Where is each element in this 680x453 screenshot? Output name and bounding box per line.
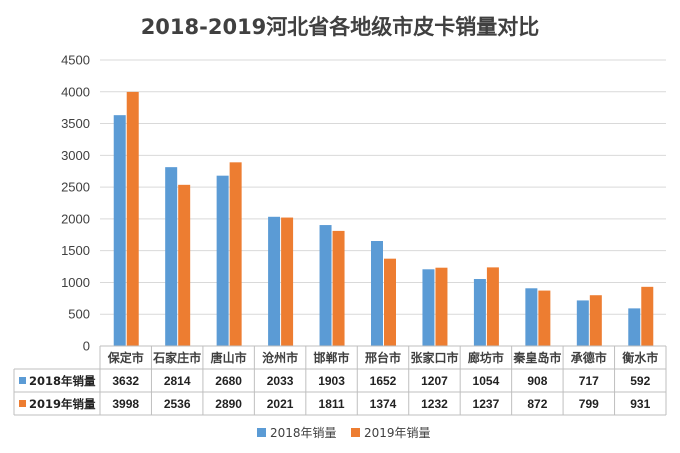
table-series-label: 2019年销量 (29, 397, 96, 411)
bar-2 (229, 162, 242, 346)
bar-2 (178, 184, 191, 346)
x-tick-label: 秦皇岛市 (512, 350, 561, 365)
bar-1 (525, 288, 538, 346)
y-tick-label: 1500 (61, 243, 90, 258)
legend: 2018年销量 2019年销量 (257, 426, 431, 440)
x-tick-label: 邯郸市 (314, 350, 350, 365)
table-series-swatch (19, 377, 26, 384)
bar-1 (165, 167, 178, 346)
bar-2 (332, 230, 345, 346)
bar-1 (473, 279, 486, 346)
gridlines (100, 59, 666, 315)
data-label: 1374 (370, 397, 397, 411)
y-tick-label: 4000 (61, 84, 90, 99)
x-tick-label: 唐山市 (211, 350, 247, 365)
data-label: 3998 (112, 397, 139, 411)
data-label: 2680 (215, 374, 242, 388)
bar-2 (641, 286, 654, 346)
bar-1 (319, 225, 332, 346)
bar-2 (538, 290, 551, 346)
bar-2 (435, 267, 448, 346)
x-tick-label: 承德市 (571, 350, 607, 365)
data-label: 717 (579, 374, 599, 388)
data-label: 1237 (473, 397, 500, 411)
y-tick-label: 0 (83, 339, 90, 354)
legend-swatch (351, 428, 360, 437)
x-tick-label: 廊坊市 (468, 350, 504, 365)
x-tick-label: 石家庄市 (152, 350, 201, 365)
data-label: 931 (630, 397, 650, 411)
bar-1 (422, 269, 435, 346)
x-tick-label: 邢台市 (365, 350, 401, 365)
legend-entry: 2019年销量 (364, 426, 431, 440)
data-label: 1652 (370, 374, 397, 388)
y-tick-label: 2000 (61, 211, 90, 226)
data-label: 3632 (112, 374, 139, 388)
data-label: 2536 (164, 397, 191, 411)
data-table: 保定市 石家庄市 唐山市 沧州市 邯郸市 邢台市 张家口市 廊坊市 秦皇岛市 承德市 衡水市 2018… (13, 345, 667, 416)
x-tick-label: 保定市 (107, 350, 144, 365)
bar-2 (281, 217, 294, 346)
bar-1 (216, 175, 229, 346)
y-tick-label: 4500 (61, 53, 90, 68)
data-label: 2021 (267, 397, 294, 411)
table-series-swatch (19, 400, 26, 407)
bar-2 (384, 258, 396, 346)
legend-swatch (257, 428, 266, 437)
bar-1 (268, 216, 281, 346)
y-axis-ticks: 0 500 1000 1500 2000 2500 3000 3500 4000 4500 (61, 53, 90, 354)
y-tick-label: 500 (68, 307, 90, 322)
x-tick-label: 张家口市 (410, 350, 458, 365)
data-label: 1232 (421, 397, 448, 411)
table-series-label: 2018年销量 (29, 374, 96, 388)
data-label: 1903 (318, 374, 345, 388)
data-label: 592 (630, 374, 650, 388)
data-label: 2890 (215, 397, 242, 411)
x-tick-label: 衡水市 (622, 350, 658, 365)
bar-1 (628, 308, 641, 346)
bar-1 (576, 300, 589, 346)
data-label: 1811 (319, 397, 345, 411)
x-tick-label: 沧州市 (262, 350, 298, 365)
data-label: 1054 (473, 374, 500, 388)
data-label: 2814 (164, 374, 191, 388)
data-label: 799 (579, 397, 599, 411)
bar-2 (126, 91, 139, 346)
y-tick-label: 3500 (61, 116, 90, 131)
bar-2 (589, 295, 602, 346)
data-label: 872 (527, 397, 547, 411)
bar-1 (371, 241, 383, 346)
data-label: 1207 (421, 374, 448, 388)
chart-title: 2018-2019河北省各地级市皮卡销量对比 (141, 15, 540, 39)
data-label: 2033 (267, 374, 294, 388)
y-tick-label: 1000 (61, 275, 90, 290)
bars (113, 91, 654, 346)
bar-2 (486, 267, 499, 346)
bar-1 (113, 115, 126, 346)
data-label: 908 (527, 374, 547, 388)
legend-entry: 2018年销量 (270, 426, 337, 440)
y-tick-label: 2500 (61, 180, 90, 195)
y-tick-label: 3000 (61, 148, 90, 163)
